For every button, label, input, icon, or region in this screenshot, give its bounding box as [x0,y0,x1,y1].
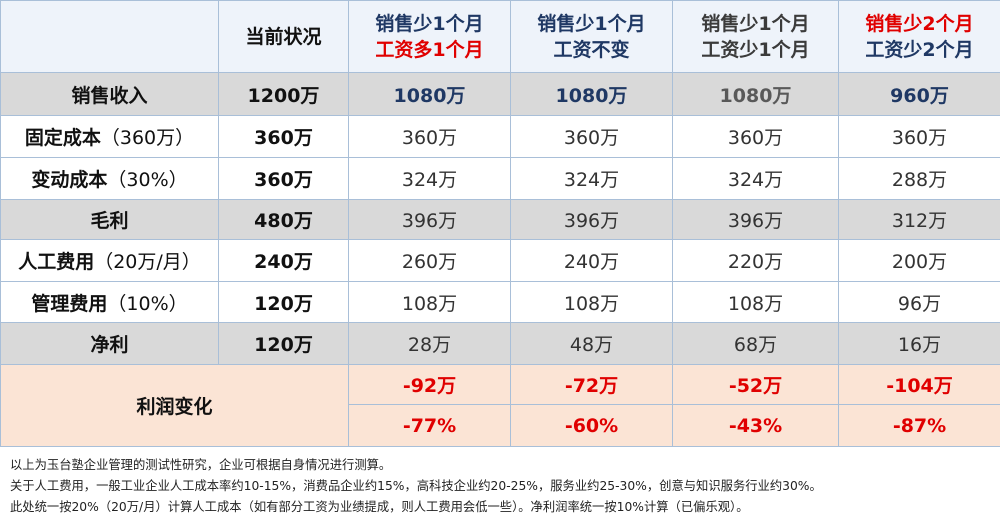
value-cell: 1080万 [348,72,511,116]
label-name: 变动成本 [31,169,108,191]
column-header: 销售少1个月 工资多1个月 [348,0,511,73]
value-cell: 108万 [510,281,673,323]
row-label: 净利 [0,322,219,365]
comparison-table: 当前状况 销售少1个月 工资多1个月 销售少1个月 工资不变 销售少1个月 工资少1个月 销售… [0,0,1000,447]
value-cell: 28万 [348,322,511,365]
value-cell: 396万 [348,199,511,240]
note-line: 以上为玉台塾企业管理的测试性研究，企业可根据自身情况进行测算。 [10,458,392,472]
value-cell: 324万 [348,157,511,200]
change-cell: -87% [838,404,1000,447]
header-line: 当前状况 [245,25,322,48]
value-cell: 120万 [218,281,349,323]
change-cell: -92万 [348,364,511,405]
value-cell: 324万 [672,157,839,200]
header-line: 工资少1个月 [701,38,810,61]
row-label: 变动成本（30%） [0,157,219,200]
label-name: 人工费用 [18,251,95,273]
table-row: 净利 120万 28万 48万 68万 16万 [0,322,1000,365]
table-row: 毛利 480万 396万 396万 396万 312万 [0,199,1000,240]
value-cell: 1080万 [672,72,839,116]
value-cell: 396万 [672,199,839,240]
column-header: 销售少2个月 工资少2个月 [838,0,1000,73]
value-cell: 360万 [510,115,673,158]
value-cell: 480万 [218,199,349,240]
value-cell: 108万 [348,281,511,323]
label-note: （30%） [107,169,188,191]
change-cell: -104万 [838,364,1000,405]
change-row: -77% -60% -43% -87% [1,404,1000,447]
label-note: （20万/月） [94,251,201,273]
value-cell: 1200万 [218,72,349,116]
note-line: 关于人工费用，一般工业企业人工成本率约10-15%，消费品企业约15%，高科技企… [10,479,822,493]
row-label: 人工费用（20万/月） [0,239,219,282]
change-cell: -72万 [510,364,673,405]
header-line: 销售少2个月 [865,12,974,35]
value-cell: 360万 [348,115,511,158]
value-cell: 960万 [838,72,1000,116]
column-header: 当前状况 [218,0,349,73]
label-name: 毛利 [90,210,129,232]
value-cell: 396万 [510,199,673,240]
column-header: 销售少1个月 工资不变 [510,0,673,73]
value-cell: 16万 [838,322,1000,365]
value-cell: 360万 [672,115,839,158]
value-cell: 200万 [838,239,1000,282]
row-label: 固定成本（360万） [0,115,219,158]
value-cell: 240万 [218,239,349,282]
value-cell: 312万 [838,199,1000,240]
value-cell: 240万 [510,239,673,282]
value-cell: 96万 [838,281,1000,323]
value-cell: 108万 [672,281,839,323]
row-label: 利润变化 [0,364,349,447]
value-cell: 260万 [348,239,511,282]
header-line: 销售少1个月 [701,12,810,35]
header-line: 销售少1个月 [375,12,484,35]
change-cell: -43% [672,404,839,447]
value-cell: 324万 [510,157,673,200]
label-name: 管理费用 [31,292,108,315]
change-row: 利润变化 -92万 -72万 -52万 -104万 [0,364,1000,447]
value-cell: 48万 [510,322,673,365]
label-name: 销售收入 [71,84,148,107]
header-line: 工资多1个月 [375,38,484,61]
label-note: （360万） [100,127,195,149]
value-cell: 220万 [672,239,839,282]
change-cell: -77% [348,404,511,447]
value-cell: 360万 [838,115,1000,158]
header-row: 当前状况 销售少1个月 工资多1个月 销售少1个月 工资不变 销售少1个月 工资少1个月 销售… [0,0,1000,73]
change-cell: -60% [510,404,673,447]
value-cell: 1080万 [510,72,673,116]
change-cell: -52万 [672,364,839,405]
row-label: 销售收入 [0,72,219,116]
notes: 以上为玉台塾企业管理的测试性研究，企业可根据自身情况进行测算。关于人工费用，一般… [10,455,822,518]
row-label: 毛利 [0,199,219,240]
header-line: 工资少2个月 [865,38,974,61]
value-cell: 120万 [218,322,349,365]
label-name: 净利 [90,334,129,356]
header-line: 销售少1个月 [537,12,646,35]
table-row: 变动成本（30%） 360万 324万 324万 324万 288万 [0,157,1000,200]
table-row: 管理费用（10%） 120万 108万 108万 108万 96万 [0,281,1000,323]
table-row: 销售收入 1200万 1080万 1080万 1080万 960万 [0,72,1000,116]
table-row: 人工费用（20万/月） 240万 260万 240万 220万 200万 [0,239,1000,282]
header-line: 工资不变 [553,38,630,61]
value-cell: 288万 [838,157,1000,200]
label-name: 固定成本 [24,127,101,149]
column-header: 销售少1个月 工资少1个月 [672,0,839,73]
label-note: （10%） [107,292,188,315]
value-cell: 360万 [218,157,349,200]
corner-cell [0,0,219,73]
value-cell: 68万 [672,322,839,365]
note-line: 此处统一按20%（20万/月）计算人工成本（如有部分工资为业绩提成，则人工费用会… [10,500,749,514]
row-label: 管理费用（10%） [0,281,219,323]
table-row: 固定成本（360万） 360万 360万 360万 360万 360万 [0,115,1000,158]
value-cell: 360万 [218,115,349,158]
